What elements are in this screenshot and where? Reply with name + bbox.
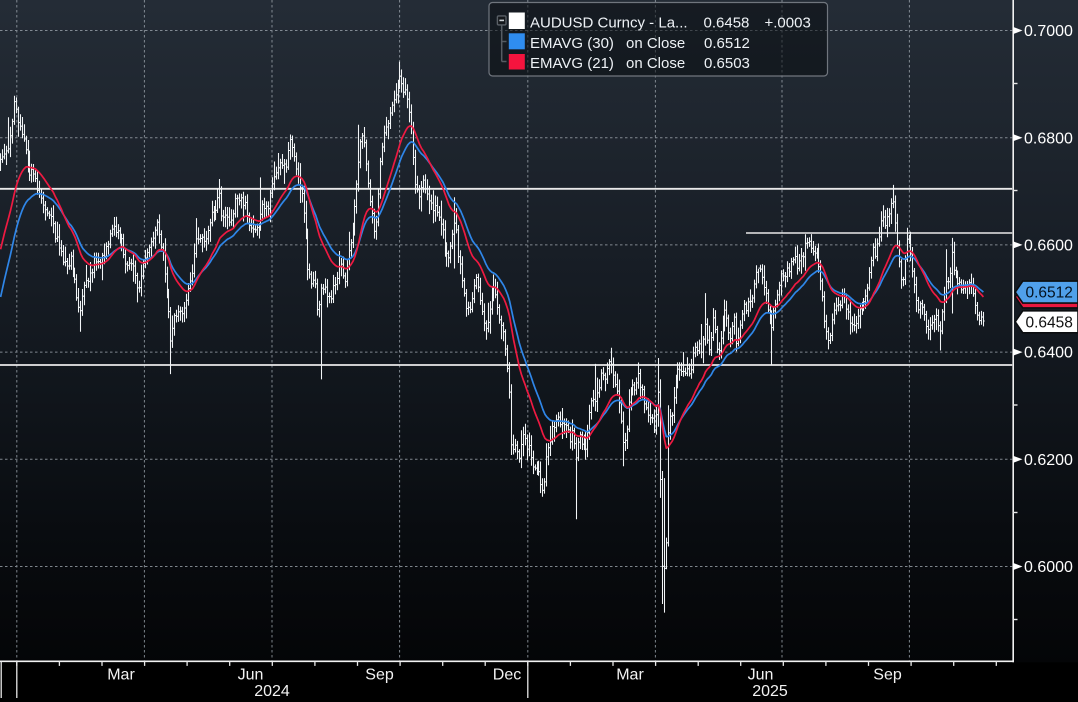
svg-text:0.6600: 0.6600 xyxy=(1024,238,1073,255)
svg-text:0.6458: 0.6458 xyxy=(1026,314,1073,331)
svg-text:Mar: Mar xyxy=(107,667,135,684)
svg-text:EMAVG (30): EMAVG (30) xyxy=(530,35,614,52)
svg-text:EMAVG (21): EMAVG (21) xyxy=(530,55,614,72)
svg-text:Jun: Jun xyxy=(748,667,774,684)
svg-text:0.6458: 0.6458 xyxy=(704,14,750,31)
svg-text:+.0003: +.0003 xyxy=(765,14,811,31)
svg-text:0.6800: 0.6800 xyxy=(1024,130,1073,147)
svg-text:0.6000: 0.6000 xyxy=(1024,559,1073,576)
svg-text:Mar: Mar xyxy=(616,667,644,684)
svg-text:Sep: Sep xyxy=(365,667,394,684)
svg-text:2025: 2025 xyxy=(752,683,788,700)
svg-text:0.6512: 0.6512 xyxy=(704,35,750,52)
svg-text:AUDUSD Curncy - La...: AUDUSD Curncy - La... xyxy=(530,14,688,31)
svg-text:0.6512: 0.6512 xyxy=(1026,285,1073,302)
svg-text:Dec: Dec xyxy=(493,667,521,684)
svg-text:on Close: on Close xyxy=(626,35,685,52)
svg-text:2024: 2024 xyxy=(254,683,290,700)
svg-text:0.6503: 0.6503 xyxy=(704,55,750,72)
svg-text:Jun: Jun xyxy=(238,667,264,684)
svg-text:0.6200: 0.6200 xyxy=(1024,452,1073,469)
svg-text:on Close: on Close xyxy=(626,55,685,72)
svg-text:0.6400: 0.6400 xyxy=(1024,345,1073,362)
svg-text:Sep: Sep xyxy=(873,667,902,684)
svg-text:0.7000: 0.7000 xyxy=(1024,23,1073,40)
